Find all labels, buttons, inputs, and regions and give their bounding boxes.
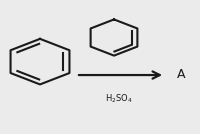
Text: H$_2$SO$_4$: H$_2$SO$_4$ xyxy=(105,92,133,105)
Text: A: A xyxy=(177,68,185,81)
